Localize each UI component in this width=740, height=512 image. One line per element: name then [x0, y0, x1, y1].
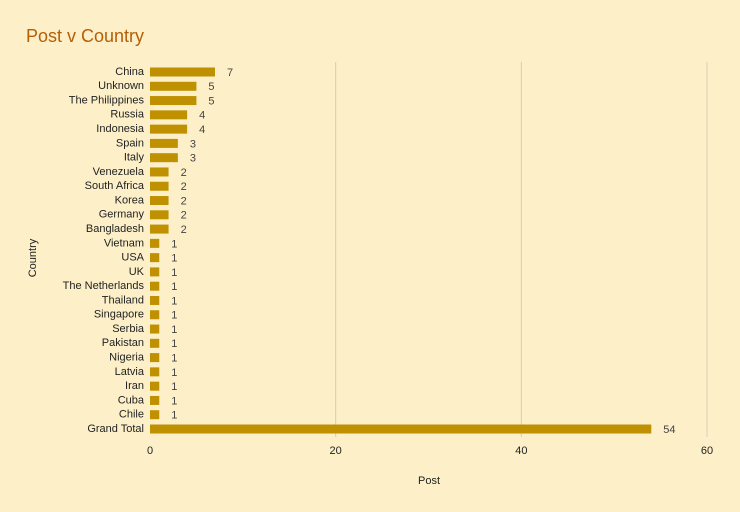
value-label: 1: [171, 324, 177, 336]
value-label: 54: [663, 424, 675, 436]
bar: [150, 324, 160, 334]
y-tick-label: Cuba: [118, 394, 145, 406]
bar: [150, 410, 160, 420]
value-label: 1: [171, 310, 177, 322]
value-label: 2: [181, 224, 187, 236]
y-tick-label: Vietnam: [104, 237, 144, 249]
bar: [150, 153, 178, 163]
value-label: 2: [181, 195, 187, 207]
y-tick-label: Thailand: [102, 294, 144, 306]
value-label: 7: [227, 67, 233, 79]
y-tick-label: Korea: [115, 194, 145, 206]
value-label: 2: [181, 181, 187, 193]
bar: [150, 353, 160, 363]
y-tick-label: Serbia: [112, 323, 145, 335]
value-label: 1: [171, 367, 177, 379]
x-axis-title: Post: [418, 475, 440, 487]
y-tick-label: Pakistan: [102, 337, 144, 349]
bar: [150, 310, 160, 320]
y-tick-label: Unknown: [98, 80, 144, 92]
value-label: 4: [199, 110, 205, 122]
value-label: 3: [190, 153, 196, 165]
value-label: 2: [181, 210, 187, 222]
y-tick-label: USA: [121, 252, 144, 264]
bar: [150, 210, 169, 220]
value-label: 1: [171, 281, 177, 293]
y-tick-label: Germany: [99, 209, 145, 221]
value-label: 2: [181, 167, 187, 179]
bar: [150, 253, 160, 263]
y-tick-label: Iran: [125, 380, 144, 392]
y-tick-label: The Netherlands: [63, 280, 145, 292]
value-label: 1: [171, 295, 177, 307]
bar: [150, 238, 160, 248]
bar: [150, 96, 197, 106]
bar: [150, 224, 169, 234]
bar: [150, 367, 160, 377]
bar: [150, 424, 652, 434]
bar: [150, 181, 169, 191]
y-tick-label: The Philippines: [69, 94, 145, 106]
value-label: 3: [190, 138, 196, 150]
value-label: 1: [171, 253, 177, 265]
bar: [150, 81, 197, 91]
x-tick-label: 20: [330, 445, 342, 457]
bar: [150, 395, 160, 405]
y-tick-label: UK: [129, 266, 145, 278]
bar: [150, 196, 169, 206]
y-tick-label: Spain: [116, 137, 144, 149]
bar: [150, 381, 160, 391]
bar: [150, 138, 178, 148]
value-label: 1: [171, 381, 177, 393]
bar: [150, 338, 160, 348]
x-tick-label: 40: [515, 445, 527, 457]
value-label: 1: [171, 395, 177, 407]
value-label: 4: [199, 124, 205, 136]
y-tick-label: Italy: [124, 152, 145, 164]
chart-title: Post v Country: [26, 26, 144, 46]
y-tick-label: Russia: [110, 109, 145, 121]
y-tick-label: South Africa: [85, 180, 145, 192]
value-label: 1: [171, 353, 177, 365]
bar: [150, 281, 160, 291]
y-tick-label: Indonesia: [96, 123, 145, 135]
value-label: 5: [208, 81, 214, 93]
bar: [150, 110, 188, 120]
value-label: 1: [171, 338, 177, 350]
y-tick-label: Singapore: [94, 309, 144, 321]
y-tick-label: Nigeria: [109, 352, 145, 364]
bar: [150, 267, 160, 277]
x-tick-label: 0: [147, 445, 153, 457]
y-tick-label: Grand Total: [87, 423, 144, 435]
value-label: 1: [171, 267, 177, 279]
bar: [150, 67, 215, 77]
y-tick-label: Bangladesh: [86, 223, 144, 235]
y-tick-label: China: [115, 66, 145, 78]
y-axis-title: Country: [27, 238, 39, 277]
bar: [150, 124, 188, 134]
bar: [150, 295, 160, 305]
value-label: 5: [208, 95, 214, 107]
value-label: 1: [171, 410, 177, 422]
value-label: 1: [171, 238, 177, 250]
y-tick-label: Venezuela: [93, 166, 145, 178]
y-tick-label: Chile: [119, 409, 144, 421]
bar: [150, 167, 169, 177]
x-tick-label: 60: [701, 445, 713, 457]
y-tick-label: Latvia: [115, 366, 145, 378]
